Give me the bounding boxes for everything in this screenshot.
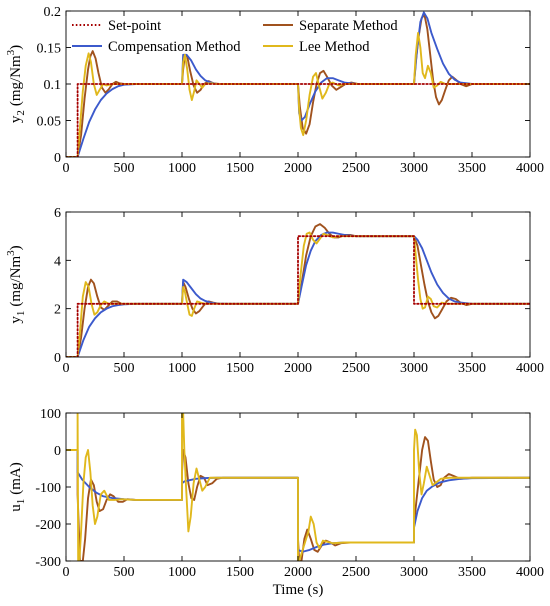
x-tick-label: 4000 [516,361,544,376]
x-tick-label: 0 [63,565,70,580]
y-axis-label-var: y [8,316,24,324]
y-axis-label: y1 (mg/Nm3) [5,245,27,323]
y-tick-label: -300 [35,555,61,570]
chart-panel-1: 0 500 1000 1500 2000 2500 3000 3500 4000 0 0.05 0.1… [5,5,544,176]
x-tick-label: 1500 [226,161,254,176]
y-tick-label: -200 [35,518,61,533]
series-line-separate-method [66,13,530,157]
y-axis-label-var: y [8,115,24,123]
legend-label-set-point: Set-point [108,18,161,34]
y-tick-label: -100 [35,481,61,496]
x-tick-label: 3500 [458,161,486,176]
y-axis-label-superscript: 3 [5,49,17,55]
series-line-lee-method [66,413,530,561]
x-tick-label: 1000 [168,361,196,376]
y-axis-label-unit: (mA) [8,462,24,495]
y-axis-label-close: ) [8,245,24,250]
legend-label-compensation-method: Compensation Method [108,39,241,55]
x-tick-label: 500 [114,361,135,376]
series-line-compensation-method [66,11,530,157]
x-axis-label: Time (s) [273,582,324,598]
y-tick-label: 100 [40,407,61,422]
x-tick-label: 4000 [516,565,544,580]
series-group [66,413,530,561]
y-tick-label: 4 [54,254,61,269]
series-line-lee-method [66,231,530,357]
y-tick-label: 0.2 [44,5,62,20]
x-tick-label: 3000 [400,161,428,176]
x-tick-label: 1500 [226,361,254,376]
legend-label-separate-method: Separate Method [299,18,398,34]
y-axis-label-close: ) [8,45,24,50]
y-tick-label: 0 [54,151,61,166]
y-axis-label-subscript: 1 [15,499,27,505]
series-line-lee-method [66,31,530,157]
x-tick-label: 3000 [400,361,428,376]
x-tick-label: 500 [114,161,135,176]
y-axis-label-superscript: 3 [5,250,17,256]
x-tick-label: 2000 [284,565,312,580]
x-tick-label: 1000 [168,161,196,176]
series-line-set-point [66,235,530,357]
y-axis-label-var: u [8,504,24,512]
y-tick-label: 0.1 [44,78,62,93]
x-tick-label: 2000 [284,361,312,376]
legend-label-lee-method: Lee Method [299,39,370,55]
x-tick-label: 4000 [516,161,544,176]
y-axis-label-unit: (mg/Nm [8,55,24,106]
x-tick-label: 2500 [342,361,370,376]
y-axis-label-subscript: 2 [15,110,27,116]
x-tick-label: 0 [63,161,70,176]
y-tick-label: 0 [54,444,61,459]
y-tick-label: 6 [54,206,61,221]
x-tick-label: 3500 [458,361,486,376]
series-group [66,223,530,357]
x-tick-label: 2500 [342,161,370,176]
x-tick-label: 3500 [458,565,486,580]
x-tick-label: 3000 [400,565,428,580]
series-line-compensation-method [66,231,530,357]
x-tick-label: 0 [63,361,70,376]
x-tick-label: 2500 [342,565,370,580]
x-tick-label: 500 [114,565,135,580]
chart-panel-2: 0 500 1000 1500 2000 2500 3000 3500 4000 0 2 4 6 y1 (m… [5,206,544,376]
y-axis-label: y2 (mg/Nm3) [5,45,27,123]
x-tick-label: 1000 [168,565,196,580]
y-tick-label: 2 [54,303,61,318]
y-tick-label: 0.15 [37,42,62,57]
legend: Set-point Separate Method Compensation Met… [72,18,398,55]
y-axis-label: u1 (mA) [8,462,27,512]
chart-panel-3: 0 500 1000 1500 2000 2500 3000 3500 4000-300-200… [8,407,544,598]
y-axis-label-subscript: 1 [15,311,27,317]
series-line-set-point [66,83,530,157]
y-axis-label-unit: (mg/Nm [8,256,24,307]
x-tick-label: 2000 [284,161,312,176]
y-tick-label: 0 [54,351,61,366]
y-tick-label: 0.05 [37,115,62,130]
series-group [66,11,530,157]
x-tick-label: 1500 [226,565,254,580]
